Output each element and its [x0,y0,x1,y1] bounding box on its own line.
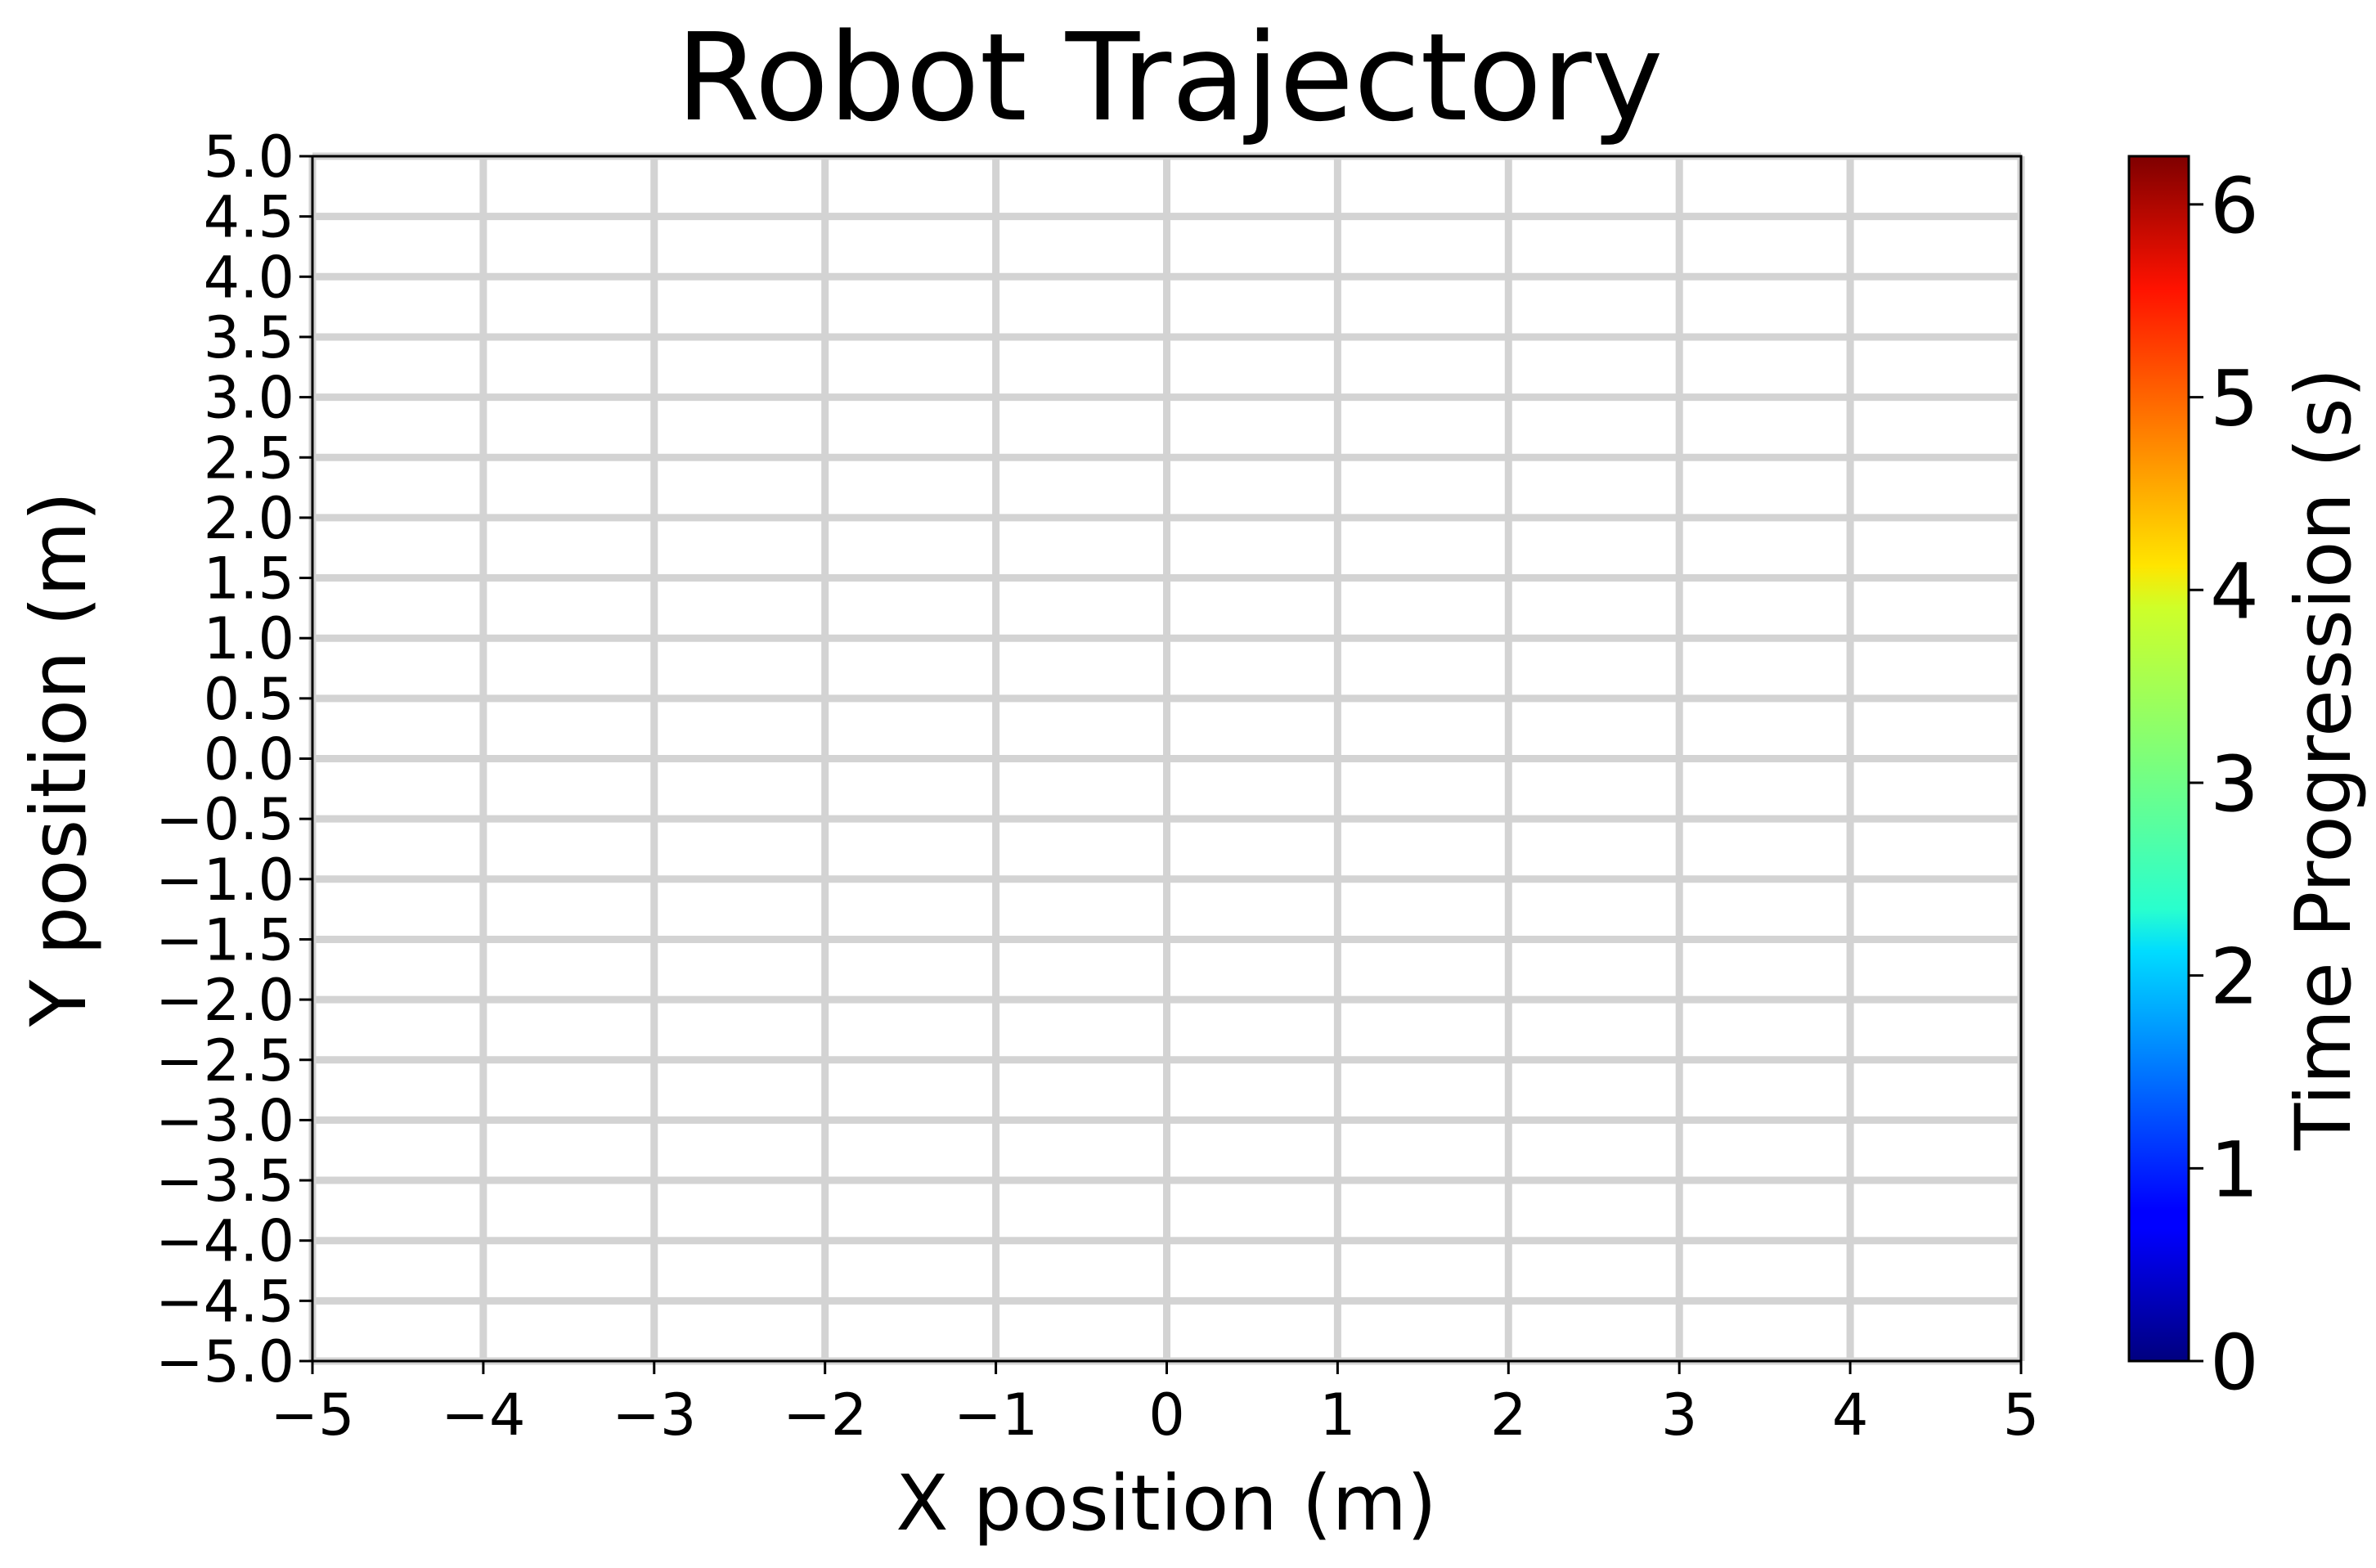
y-tick-label: −1.0 [155,847,294,914]
colorbar-tick-label: 4 [2210,547,2259,636]
x-tick-label: −3 [612,1382,696,1449]
x-tick-label: 0 [1148,1382,1185,1449]
colorbar-tick-label: 5 [2210,355,2259,444]
y-tick-label: 2.5 [204,425,294,492]
x-tick-label: 5 [2003,1382,2040,1449]
x-tick-label: −1 [954,1382,1038,1449]
y-tick-label: −3.5 [155,1148,294,1215]
y-tick-label: −0.5 [155,786,294,853]
x-tick-label: 1 [1319,1382,1356,1449]
colorbar-label: Time Progression (s) [2279,368,2369,1151]
y-tick-label: −1.5 [155,906,294,973]
x-tick-label: 4 [1832,1382,1869,1449]
colorbar [2127,155,2190,1363]
colorbar-tick-label: 0 [2210,1319,2259,1408]
x-axis-ticks: −5 −4 −3 −2 −1 0 1 2 3 4 5 [270,1361,2039,1449]
y-axis-ticks: −5.0−4.5−4.0−3.5−3.0−2.5−2.0−1.5−1.0−0.5… [155,124,312,1395]
y-tick-label: 5.0 [204,124,294,191]
y-tick-label: 3.0 [204,365,294,432]
y-tick-label: 0.5 [204,666,294,733]
x-tick-label: −5 [270,1382,354,1449]
y-tick-label: −4.5 [155,1268,294,1335]
y-tick-label: −2.0 [155,967,294,1034]
y-tick-label: −5.0 [155,1328,294,1395]
colorbar-tick-label: 2 [2210,933,2259,1022]
y-tick-label: −3.0 [155,1087,294,1154]
y-axis-label: Y position (m) [15,492,104,1027]
x-tick-label: −2 [783,1382,867,1449]
y-tick-label: 2.0 [204,485,294,552]
colorbar-tick-label: 3 [2210,740,2259,829]
x-tick-label: −4 [441,1382,525,1449]
y-gridlines [312,152,2021,1365]
y-tick-label: −4.0 [155,1208,294,1275]
chart-title: Robot Trajectory [676,7,1663,148]
x-axis-label: X position (m) [896,1459,1436,1548]
colorbar-tick-label: 1 [2210,1125,2259,1215]
y-tick-label: 3.5 [204,304,294,371]
colorbar-tick-label: 6 [2210,162,2259,251]
x-tick-label: 3 [1661,1382,1698,1449]
y-tick-label: 1.0 [204,605,294,672]
colorbar-ticks: 0 1 2 3 4 5 6 [2189,162,2259,1408]
x-tick-label: 2 [1490,1382,1527,1449]
y-tick-label: 0.0 [204,726,294,793]
y-tick-label: 4.0 [204,244,294,311]
y-tick-label: 4.5 [204,184,294,251]
y-tick-label: −2.5 [155,1027,294,1094]
y-tick-label: 1.5 [204,546,294,613]
